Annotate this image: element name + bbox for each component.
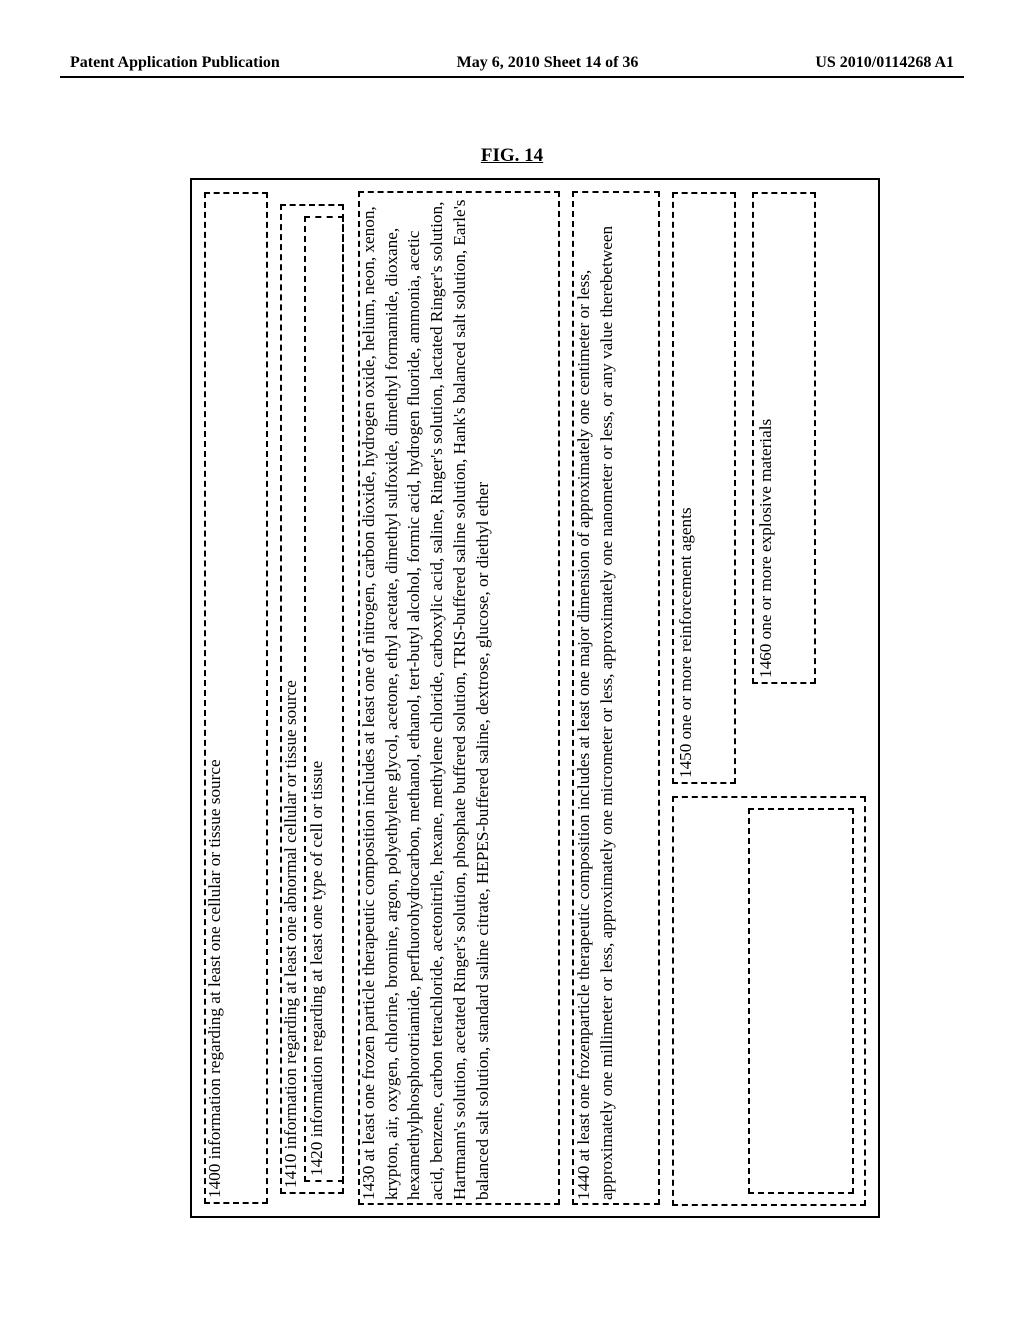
page: Patent Application Publication May 6, 20…: [0, 0, 1024, 1320]
header-center: May 6, 2010 Sheet 14 of 36: [457, 54, 639, 72]
header-right: US 2010/0114268 A1: [815, 54, 954, 72]
header-left: Patent Application Publication: [70, 54, 280, 72]
figure-label: FIG. 14: [0, 145, 1024, 167]
text-1410: 1410 information regarding at least one …: [280, 210, 303, 1188]
text-1400: 1400 information regarding at least one …: [204, 198, 227, 1198]
text-1420: 1420 information regarding at least one …: [306, 222, 329, 1176]
text-1430: 1430 at least one frozen particle therap…: [358, 194, 494, 1200]
header-rule: [60, 76, 964, 78]
header-row: Patent Application Publication May 6, 20…: [0, 54, 1024, 76]
text-1440: 1440 at least one frozenparticle therape…: [573, 194, 618, 1200]
text-1450: 1450 one or more reinforcement agents: [675, 198, 698, 778]
page-header: Patent Application Publication May 6, 20…: [0, 54, 1024, 78]
text-1460: 1460 one or more explosive materials: [755, 198, 778, 678]
extra-dash-1: [748, 808, 854, 1194]
